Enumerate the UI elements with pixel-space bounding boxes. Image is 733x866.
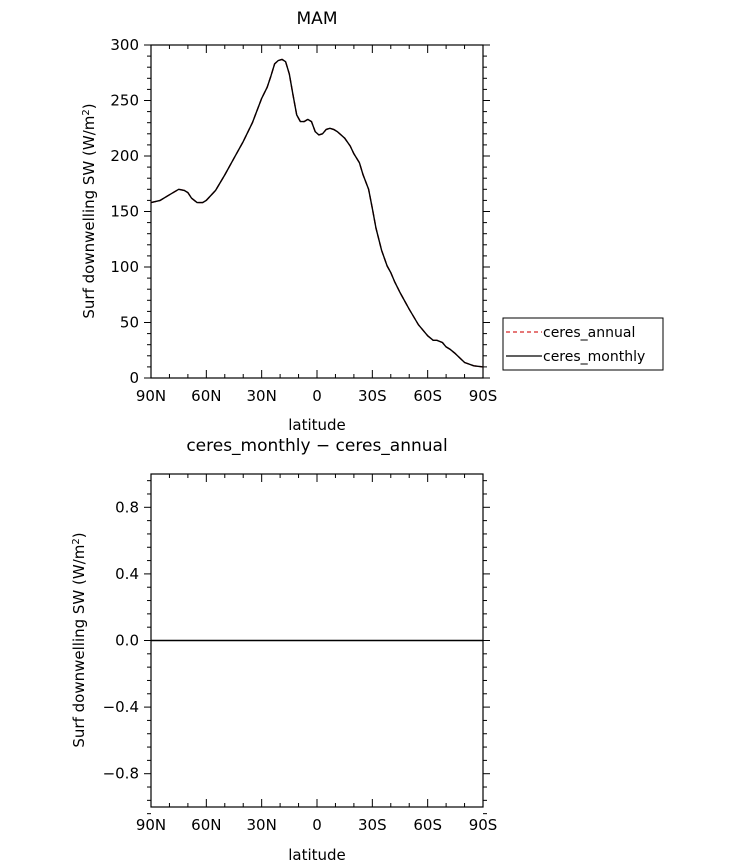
y-tick-label: 250 xyxy=(110,92,139,110)
x-tick-label: 90N xyxy=(136,387,166,405)
y-tick-label: 200 xyxy=(110,147,139,165)
x-axis-ticks: 90N 60N 30N 0 30S 60S 90S xyxy=(136,45,497,405)
bottom-chart: ceres_monthly − ceres_annual 90N 60N 30N 0 3… xyxy=(70,436,497,864)
x-tick-label: 30S xyxy=(358,387,387,405)
top-chart: MAM 90N 60N 30N 0 30S 60S 90S 0 50 100 150 200 250 3… xyxy=(80,9,497,434)
x-axis-label: latitude xyxy=(288,416,346,434)
y-tick-label: 100 xyxy=(110,258,139,276)
series-line-ceres-annual xyxy=(150,58,484,368)
legend-label-ceres-monthly: ceres_monthly xyxy=(543,349,645,365)
y-tick-label: 0.4 xyxy=(115,565,139,583)
x-tick-label: 0 xyxy=(312,816,322,834)
x-tick-label: 60N xyxy=(191,387,221,405)
chart-title: MAM xyxy=(297,9,338,29)
x-tick-label: 30S xyxy=(358,816,387,834)
y-axis-label: Surf downwelling SW (W/m2) xyxy=(80,103,98,318)
minor-ticks xyxy=(147,45,487,378)
x-tick-label: 0 xyxy=(312,387,322,405)
x-tick-label: 60S xyxy=(413,816,442,834)
x-axis-label: latitude xyxy=(288,846,346,864)
x-tick-label: 60N xyxy=(191,816,221,834)
legend: ceres_annual ceres_monthly xyxy=(502,317,664,371)
x-tick-label: 30N xyxy=(247,387,277,405)
minor-ticks xyxy=(147,474,487,815)
y-tick-label: 0.0 xyxy=(115,632,139,650)
x-tick-label: 60S xyxy=(413,387,442,405)
x-tick-label: 90N xyxy=(136,816,166,834)
x-tick-label: 30N xyxy=(247,816,277,834)
y-tick-label: 0 xyxy=(129,369,139,387)
series-lines xyxy=(150,58,484,368)
chart-title: ceres_monthly − ceres_annual xyxy=(186,436,447,456)
y-tick-label: 150 xyxy=(110,203,139,221)
series-line-ceres-monthly xyxy=(150,58,484,368)
y-axis-label: Surf downwelling SW (W/m2) xyxy=(70,532,88,747)
y-tick-label: −0.4 xyxy=(103,698,139,716)
y-axis-ticks: −0.8 −0.4 0.0 0.4 0.8 xyxy=(103,498,490,783)
x-axis-ticks: 90N 60N 30N 0 30S 60S 90S xyxy=(136,474,497,834)
legend-box xyxy=(502,317,664,371)
y-tick-label: 0.8 xyxy=(115,498,139,516)
x-tick-label: 90S xyxy=(469,387,498,405)
legend-label-ceres-annual: ceres_annual xyxy=(543,325,635,341)
y-tick-label: 300 xyxy=(110,36,139,54)
y-tick-label: −0.8 xyxy=(103,765,139,783)
y-axis-ticks: 0 50 100 150 200 250 300 xyxy=(110,36,490,387)
plot-frame xyxy=(150,44,484,379)
y-tick-label: 50 xyxy=(120,314,139,332)
x-tick-label: 90S xyxy=(469,816,498,834)
